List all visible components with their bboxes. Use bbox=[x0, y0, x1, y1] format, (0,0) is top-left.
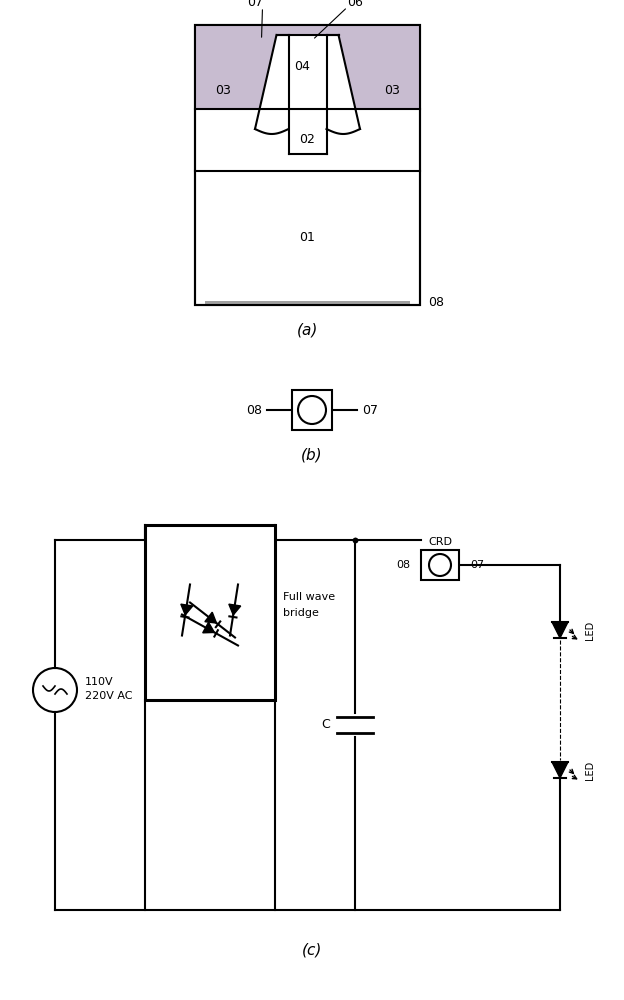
Polygon shape bbox=[552, 762, 568, 778]
Bar bbox=[205, 301, 410, 305]
Text: (a): (a) bbox=[297, 322, 318, 338]
Text: 02: 02 bbox=[300, 133, 316, 146]
Polygon shape bbox=[205, 612, 217, 623]
Text: 06: 06 bbox=[348, 0, 363, 9]
Text: 03: 03 bbox=[215, 85, 231, 98]
Polygon shape bbox=[181, 604, 193, 615]
Text: Full wave: Full wave bbox=[283, 592, 335, 602]
Text: bridge: bridge bbox=[283, 607, 319, 617]
Text: CRD: CRD bbox=[428, 537, 452, 547]
Bar bbox=[195, 25, 420, 305]
Text: 220V AC: 220V AC bbox=[85, 691, 132, 701]
Text: 04: 04 bbox=[295, 60, 310, 74]
Bar bbox=[421, 550, 459, 580]
Text: 07: 07 bbox=[362, 403, 378, 416]
Text: (b): (b) bbox=[301, 448, 323, 462]
Polygon shape bbox=[255, 35, 360, 129]
Text: 03: 03 bbox=[384, 85, 400, 98]
Bar bbox=[145, 525, 275, 700]
Polygon shape bbox=[552, 622, 568, 638]
Text: (c): (c) bbox=[302, 942, 322, 958]
Polygon shape bbox=[229, 604, 241, 615]
Text: 08: 08 bbox=[396, 560, 410, 570]
Text: 01: 01 bbox=[300, 231, 316, 244]
Bar bbox=[195, 25, 420, 305]
Text: 07: 07 bbox=[248, 0, 263, 9]
Text: 07: 07 bbox=[470, 560, 484, 570]
Text: LED: LED bbox=[585, 760, 595, 780]
Polygon shape bbox=[203, 622, 215, 633]
Text: 08: 08 bbox=[428, 296, 444, 310]
Text: 110V: 110V bbox=[85, 677, 114, 687]
Text: 08: 08 bbox=[246, 403, 262, 416]
Bar bbox=[292, 390, 332, 430]
Bar bbox=[195, 25, 420, 109]
Text: C: C bbox=[321, 718, 330, 732]
Text: LED: LED bbox=[585, 620, 595, 640]
